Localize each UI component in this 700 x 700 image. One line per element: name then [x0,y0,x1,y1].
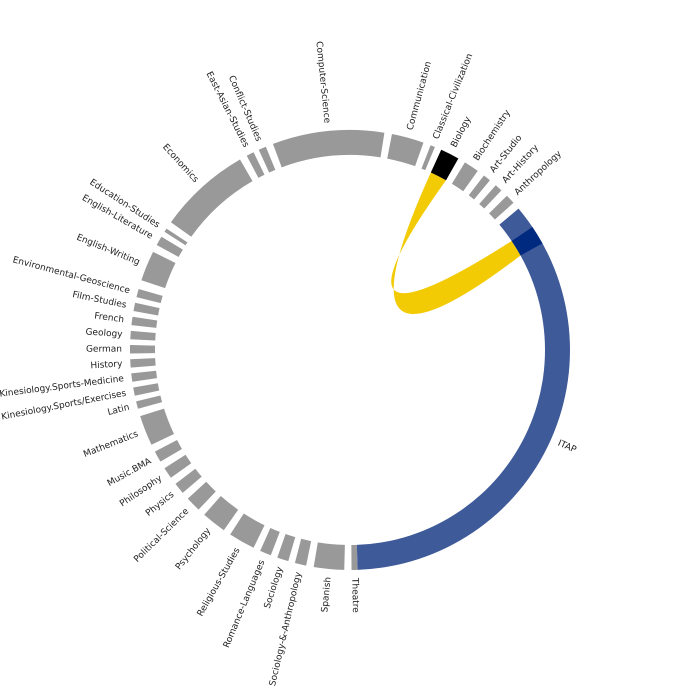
segment-economics[interactable] [170,159,253,237]
segment-art-history[interactable] [479,185,502,209]
segment-classical-civilization[interactable] [421,145,435,171]
segment-kinesiology-sports-exercises[interactable] [133,383,160,396]
segment-arcs [130,130,570,570]
label-theatre: Theatre [349,577,360,613]
segment-anthropology[interactable] [489,195,514,220]
segment-itap-highlight[interactable] [511,226,543,256]
label-communication: Communication [406,60,434,131]
segment-french[interactable] [131,316,158,328]
segment-mathematics[interactable] [140,408,174,445]
label-environmental-geoscience: Environmental-Geoscience [12,255,132,296]
segment-english-literature[interactable] [156,236,183,257]
segment-itap[interactable] [356,208,570,570]
segment-philosophy[interactable] [164,454,192,478]
segment-latin[interactable] [136,395,163,409]
label-physics: Physics [144,490,176,519]
segment-art-studio[interactable] [468,175,490,200]
segment-german[interactable] [130,345,156,354]
segment-conflict-studies[interactable] [258,146,276,173]
label-spanish: Spanish [320,577,333,613]
segment-political-science[interactable] [187,481,216,510]
segment-east-asian-studies[interactable] [246,152,265,178]
segment-english-writing[interactable] [141,251,176,289]
label-german: German [86,345,122,355]
chord-itap-biology[interactable] [391,172,521,315]
segment-sociology[interactable] [277,534,296,562]
segment-music-bma[interactable] [154,440,182,462]
label-psychology: Psychology [174,526,214,572]
label-itap: ITAP [556,439,578,456]
segment-romance-languages[interactable] [260,528,280,556]
segment-history[interactable] [130,358,156,368]
segment-communication[interactable] [387,134,424,167]
label-english-writing: English-Writing [75,233,141,268]
chord-links [391,172,521,315]
segment-education-studies[interactable] [164,228,188,246]
segment-labels: TheatreSpanishSociology-&-AnthropologySo… [0,41,578,687]
label-geology: Geology [85,327,123,340]
segment-spanish[interactable] [313,542,345,570]
segment-religious-studies[interactable] [230,513,265,548]
segment-physics[interactable] [175,468,202,493]
label-sociology: Sociology [263,565,286,610]
label-economics: Economics [160,142,200,185]
segment-biochemistry[interactable] [451,162,478,192]
label-biology: Biology [450,115,474,150]
label-latin: Latin [107,403,131,418]
segment-film-studies[interactable] [133,302,160,316]
segment-computer-science[interactable] [272,130,385,168]
label-mathematics: Mathematics [82,429,140,460]
segment-kinesiology-sports-medicine[interactable] [131,370,158,382]
label-history: History [90,359,123,371]
label-religious-studies: Religious-Studies [196,546,243,618]
segment-environmental-geoscience[interactable] [136,288,163,304]
segment-theatre[interactable] [351,544,358,570]
segment-geology[interactable] [130,330,156,341]
segment-psychology[interactable] [204,496,239,531]
label-computer-science: Computer-Science [313,41,331,124]
segment-biology-highlight[interactable] [430,149,459,181]
label-french: French [94,311,125,325]
segment-sociology-anthropology[interactable] [294,538,312,566]
